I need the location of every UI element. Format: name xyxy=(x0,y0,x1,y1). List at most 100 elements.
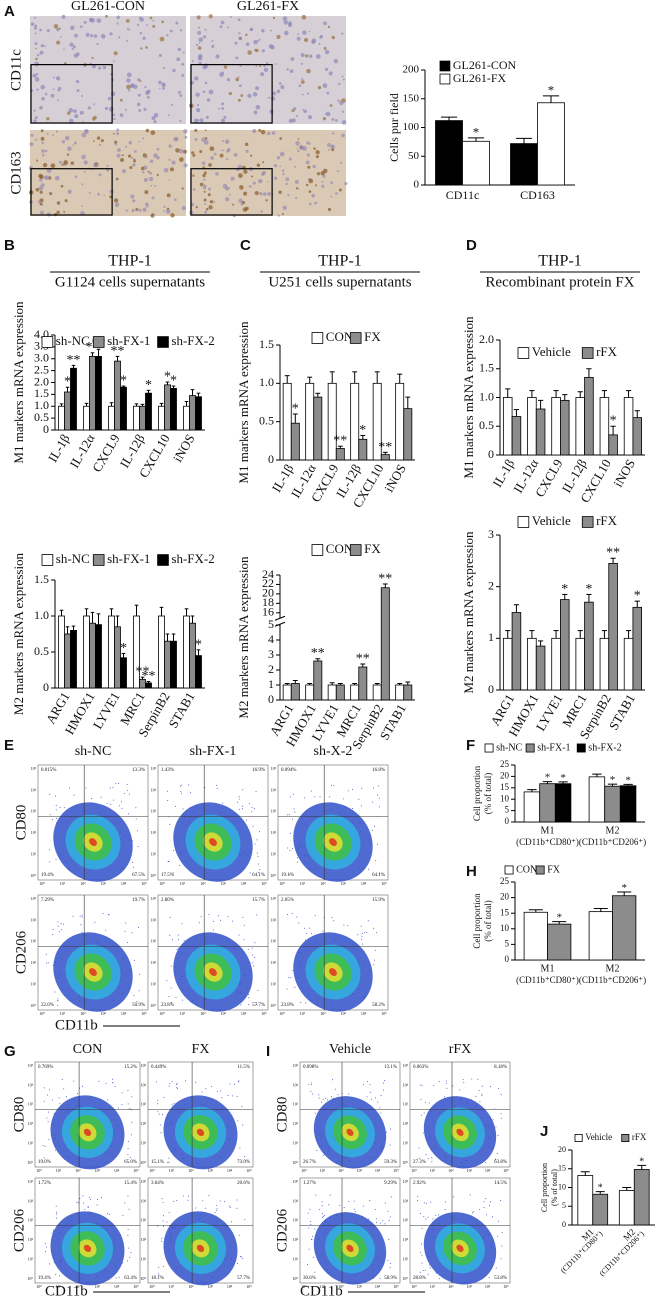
cell xyxy=(204,129,207,132)
legend-swatch xyxy=(574,1134,583,1143)
cell xyxy=(222,140,225,143)
event-dot xyxy=(89,1197,91,1199)
axis-tick: 10⁵ xyxy=(28,1063,34,1068)
cell xyxy=(199,149,203,154)
cell xyxy=(92,140,95,143)
event-dot xyxy=(168,1085,170,1087)
cell xyxy=(151,196,155,200)
event-dot xyxy=(315,1194,317,1196)
event-dot xyxy=(443,1096,445,1098)
event-dot xyxy=(47,962,49,964)
row-label: CD163 xyxy=(8,151,24,194)
bar xyxy=(588,911,613,961)
cell xyxy=(59,27,61,30)
event-dot xyxy=(60,923,62,925)
cell xyxy=(317,85,322,90)
event-dot xyxy=(424,1269,426,1271)
cell xyxy=(69,42,74,47)
cell xyxy=(74,114,79,119)
cell xyxy=(297,149,300,153)
y-tick-label: 15 xyxy=(558,1164,566,1173)
cell xyxy=(179,29,183,32)
y-tick-label: 3.0 xyxy=(34,351,49,365)
event-dot xyxy=(314,1112,316,1114)
bar xyxy=(588,776,606,823)
cell xyxy=(340,161,343,164)
x-tick-label: iNOS xyxy=(381,461,409,494)
event-dot xyxy=(501,1232,503,1234)
legend-swatch xyxy=(581,347,594,359)
cell xyxy=(98,173,102,177)
event-dot xyxy=(501,1117,503,1119)
chart-title: THP-1 xyxy=(538,253,582,270)
cell xyxy=(92,117,96,121)
cell xyxy=(311,193,315,198)
column-header: sh-NC xyxy=(75,744,112,759)
event-dot xyxy=(128,1208,130,1210)
density xyxy=(329,968,337,976)
event-dot xyxy=(421,1227,423,1229)
event-dot xyxy=(59,1103,61,1105)
axis-tick: 10⁴ xyxy=(375,1284,381,1289)
event-dot xyxy=(319,796,321,798)
cell xyxy=(63,210,66,213)
event-dot xyxy=(438,1080,440,1082)
chart-subtitle: G1124 cells supernatants xyxy=(55,274,205,290)
cell xyxy=(283,20,289,25)
cell xyxy=(169,167,174,172)
event-dot xyxy=(428,1264,430,1266)
axis-tick: 10² xyxy=(75,1168,81,1173)
axis-tick: 10² xyxy=(188,1168,194,1173)
x-tick-sublabel: (CD11b⁺CD80⁺) xyxy=(516,837,579,847)
cell xyxy=(142,36,146,40)
y-tick-label: 2.0 xyxy=(479,332,494,346)
x-tick-label: CD163 xyxy=(520,188,555,202)
cell xyxy=(171,104,174,107)
event-dot xyxy=(158,1274,160,1276)
event-dot xyxy=(485,1197,487,1199)
quadrant-label: 15.1% xyxy=(151,1160,164,1165)
cell xyxy=(70,161,75,165)
bar xyxy=(560,599,570,691)
event-dot xyxy=(181,792,183,794)
bar xyxy=(335,684,345,701)
cell xyxy=(331,118,335,121)
event-dot xyxy=(389,1144,391,1146)
event-dot xyxy=(231,1095,233,1097)
axis-tick: 10⁴ xyxy=(485,1284,491,1289)
axis-tick: 10² xyxy=(338,1168,344,1173)
cell xyxy=(229,193,231,196)
event-dot xyxy=(257,852,259,854)
cell xyxy=(106,164,109,167)
cell xyxy=(98,143,102,146)
cell xyxy=(76,89,80,92)
event-dot xyxy=(422,1269,424,1271)
cell xyxy=(150,213,155,218)
cell xyxy=(328,148,330,151)
ihc-image xyxy=(30,130,186,216)
event-dot xyxy=(375,859,377,861)
cell xyxy=(255,65,258,67)
cell xyxy=(239,185,244,190)
cell xyxy=(131,156,134,160)
axis-tick: 10⁵ xyxy=(393,1168,399,1173)
quadrant-label: 0.094% xyxy=(281,768,296,773)
quadrant-label: 13.1% xyxy=(384,1065,397,1070)
cell xyxy=(133,150,137,153)
event-dot xyxy=(358,798,360,800)
event-dot xyxy=(366,932,368,934)
cell xyxy=(324,67,329,71)
axis-tick: 10³ xyxy=(271,809,277,814)
event-dot xyxy=(289,796,291,798)
cell xyxy=(235,56,239,60)
cell xyxy=(173,137,178,142)
cell xyxy=(40,136,45,141)
cell xyxy=(263,65,266,68)
event-dot xyxy=(125,922,127,924)
significance: * xyxy=(598,1183,603,1194)
cell xyxy=(90,34,94,38)
event-dot xyxy=(444,1209,446,1211)
axis-tick: 10³ xyxy=(151,939,157,944)
cell xyxy=(305,160,310,165)
bar xyxy=(83,405,90,431)
